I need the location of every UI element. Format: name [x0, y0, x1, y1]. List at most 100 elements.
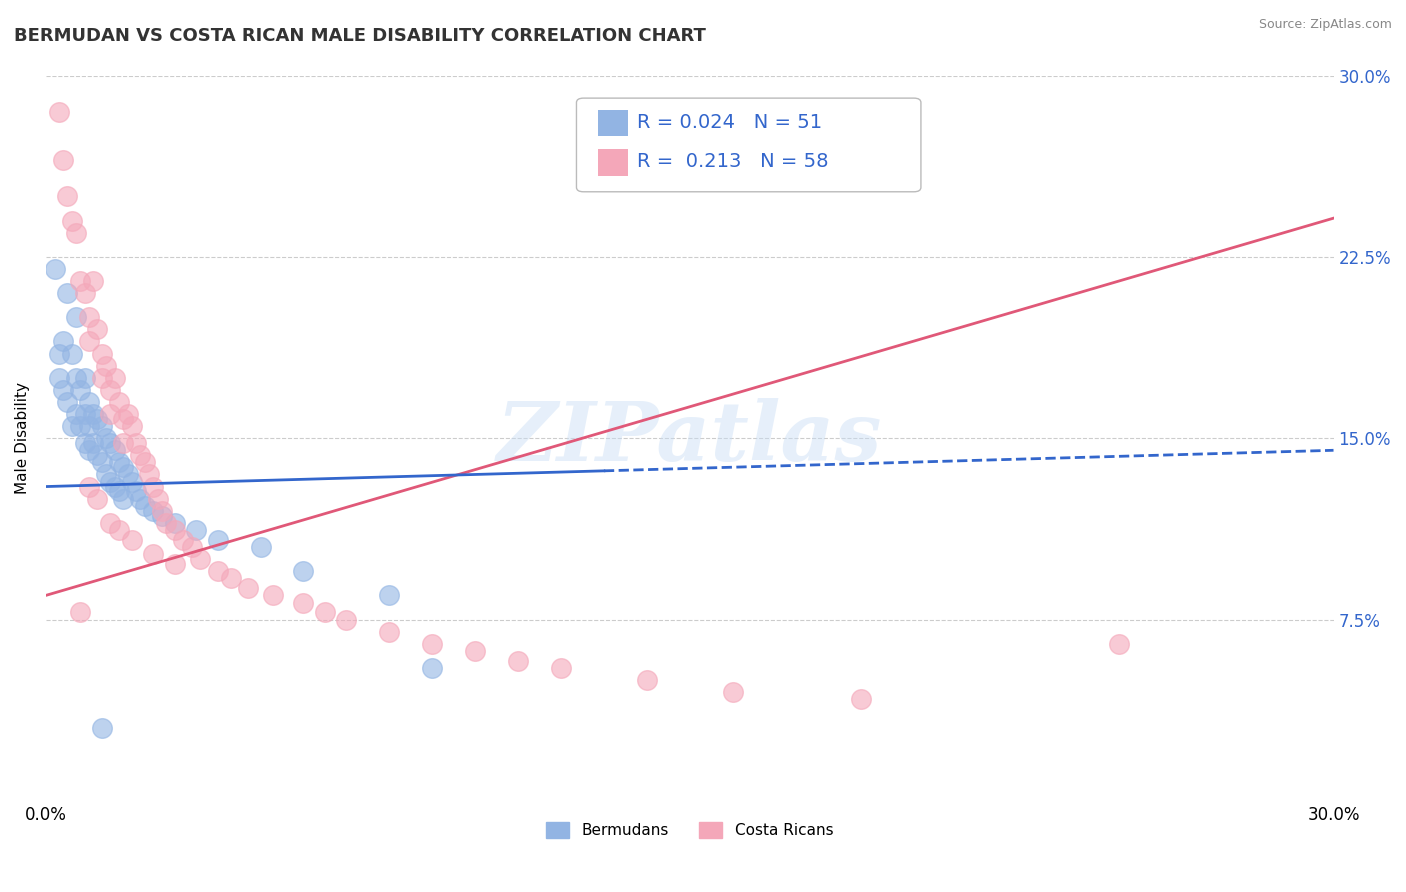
- Point: [108, 395, 131, 409]
- Point: [108, 484, 131, 499]
- Point: [112, 460, 135, 475]
- Point: [464, 644, 486, 658]
- Point: [69, 605, 91, 619]
- Point: [69, 274, 91, 288]
- Point: [146, 491, 169, 506]
- Point: [52, 153, 75, 168]
- Text: Source: ZipAtlas.com: Source: ZipAtlas.com: [1258, 18, 1392, 31]
- Point: [44, 262, 66, 277]
- Point: [155, 516, 177, 530]
- Point: [219, 571, 242, 585]
- Point: [90, 419, 112, 434]
- Point: [104, 443, 127, 458]
- Point: [82, 436, 104, 450]
- Point: [73, 370, 96, 384]
- Point: [94, 431, 117, 445]
- Point: [73, 286, 96, 301]
- Point: [163, 516, 186, 530]
- Point: [142, 547, 165, 561]
- Point: [129, 448, 152, 462]
- Y-axis label: Male Disability: Male Disability: [15, 382, 30, 494]
- Point: [112, 412, 135, 426]
- Point: [69, 383, 91, 397]
- Point: [262, 588, 284, 602]
- Point: [150, 508, 173, 523]
- Point: [98, 475, 121, 489]
- Point: [163, 523, 186, 537]
- Point: [172, 533, 194, 547]
- Point: [73, 407, 96, 421]
- Point: [142, 504, 165, 518]
- Point: [121, 475, 143, 489]
- Point: [121, 533, 143, 547]
- Point: [65, 407, 87, 421]
- Point: [65, 310, 87, 325]
- Point: [207, 564, 229, 578]
- Legend: Bermudans, Costa Ricans: Bermudans, Costa Ricans: [540, 816, 839, 844]
- Point: [236, 581, 259, 595]
- Point: [56, 395, 79, 409]
- Point: [190, 552, 212, 566]
- Point: [98, 383, 121, 397]
- Point: [90, 722, 112, 736]
- Point: [48, 104, 70, 119]
- Point: [104, 370, 127, 384]
- Text: R = 0.024   N = 51: R = 0.024 N = 51: [637, 112, 823, 132]
- Point: [134, 499, 156, 513]
- Point: [60, 346, 83, 360]
- Point: [90, 455, 112, 469]
- Text: ZIPatlas: ZIPatlas: [496, 398, 883, 478]
- Point: [86, 412, 108, 426]
- Point: [150, 504, 173, 518]
- Point: [60, 419, 83, 434]
- Point: [506, 654, 529, 668]
- Point: [636, 673, 658, 687]
- Point: [86, 322, 108, 336]
- Point: [420, 637, 443, 651]
- Point: [163, 557, 186, 571]
- Point: [48, 370, 70, 384]
- Point: [378, 588, 401, 602]
- Point: [65, 226, 87, 240]
- Point: [86, 448, 108, 462]
- Point: [69, 419, 91, 434]
- Point: [108, 455, 131, 469]
- Point: [180, 540, 202, 554]
- Point: [73, 436, 96, 450]
- Point: [721, 685, 744, 699]
- Point: [56, 189, 79, 203]
- Point: [82, 407, 104, 421]
- Point: [77, 443, 100, 458]
- Point: [125, 436, 148, 450]
- Point: [117, 467, 139, 482]
- Point: [112, 436, 135, 450]
- Point: [186, 523, 208, 537]
- Point: [207, 533, 229, 547]
- Point: [77, 479, 100, 493]
- Point: [335, 613, 357, 627]
- Point: [98, 516, 121, 530]
- Point: [98, 407, 121, 421]
- Point: [249, 540, 271, 554]
- Point: [77, 334, 100, 349]
- Text: R =  0.213   N = 58: R = 0.213 N = 58: [637, 152, 828, 171]
- Point: [378, 624, 401, 639]
- Point: [112, 491, 135, 506]
- Point: [117, 407, 139, 421]
- Point: [90, 346, 112, 360]
- Point: [48, 346, 70, 360]
- Point: [420, 661, 443, 675]
- Text: BERMUDAN VS COSTA RICAN MALE DISABILITY CORRELATION CHART: BERMUDAN VS COSTA RICAN MALE DISABILITY …: [14, 27, 706, 45]
- Point: [77, 395, 100, 409]
- Point: [94, 359, 117, 373]
- Point: [65, 370, 87, 384]
- Point: [134, 455, 156, 469]
- Point: [77, 310, 100, 325]
- Point: [98, 436, 121, 450]
- Point: [60, 213, 83, 227]
- Point: [314, 605, 336, 619]
- Point: [1108, 637, 1130, 651]
- Point: [52, 383, 75, 397]
- Point: [142, 479, 165, 493]
- Point: [138, 467, 160, 482]
